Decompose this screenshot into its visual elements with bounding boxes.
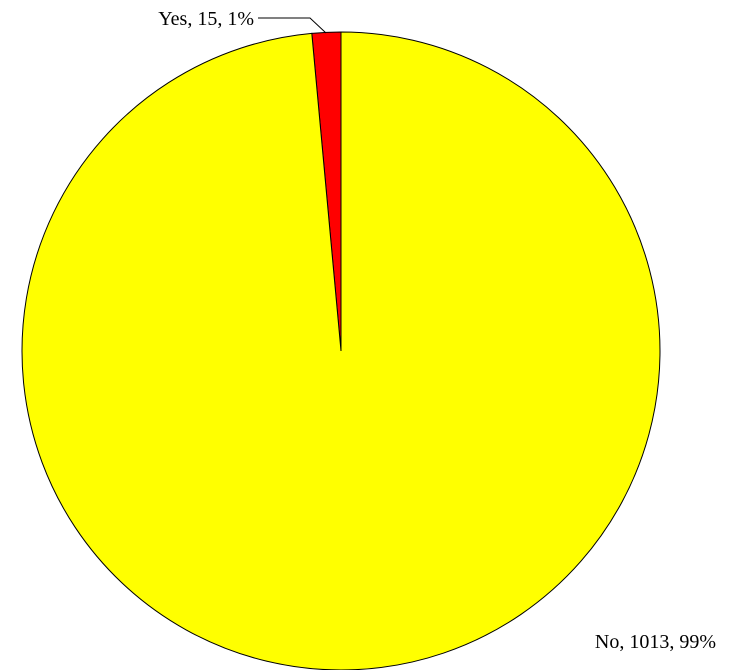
data-label-no: No, 1013, 99%	[595, 631, 716, 653]
pie-slice-no	[22, 32, 660, 670]
data-label-yes: Yes, 15, 1%	[158, 8, 254, 30]
pie-slices	[22, 32, 660, 670]
leader-line-yes	[258, 18, 326, 33]
